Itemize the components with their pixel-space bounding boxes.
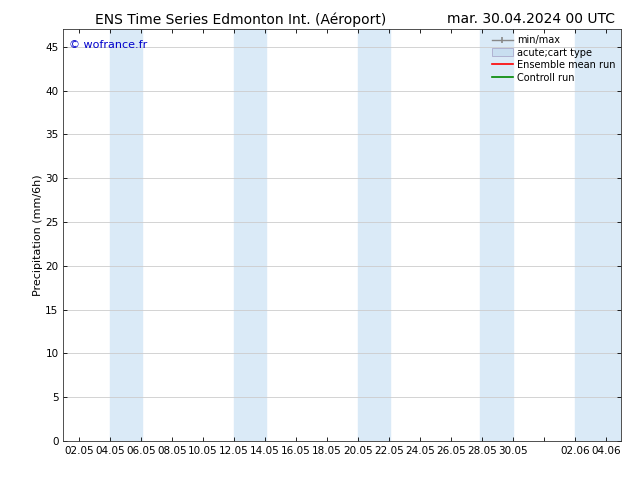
Text: © wofrance.fr: © wofrance.fr bbox=[69, 40, 147, 49]
Text: mar. 30.04.2024 00 UTC: mar. 30.04.2024 00 UTC bbox=[447, 12, 615, 26]
Bar bbox=[575, 29, 621, 441]
Legend: min/max, acute;cart type, Ensemble mean run, Controll run: min/max, acute;cart type, Ensemble mean … bbox=[489, 32, 618, 85]
Bar bbox=[358, 29, 391, 441]
Bar bbox=[110, 29, 143, 441]
Bar bbox=[234, 29, 266, 441]
Bar bbox=[481, 29, 513, 441]
Y-axis label: Precipitation (mm/6h): Precipitation (mm/6h) bbox=[32, 174, 42, 296]
Text: ENS Time Series Edmonton Int. (Aéroport): ENS Time Series Edmonton Int. (Aéroport) bbox=[95, 12, 386, 27]
